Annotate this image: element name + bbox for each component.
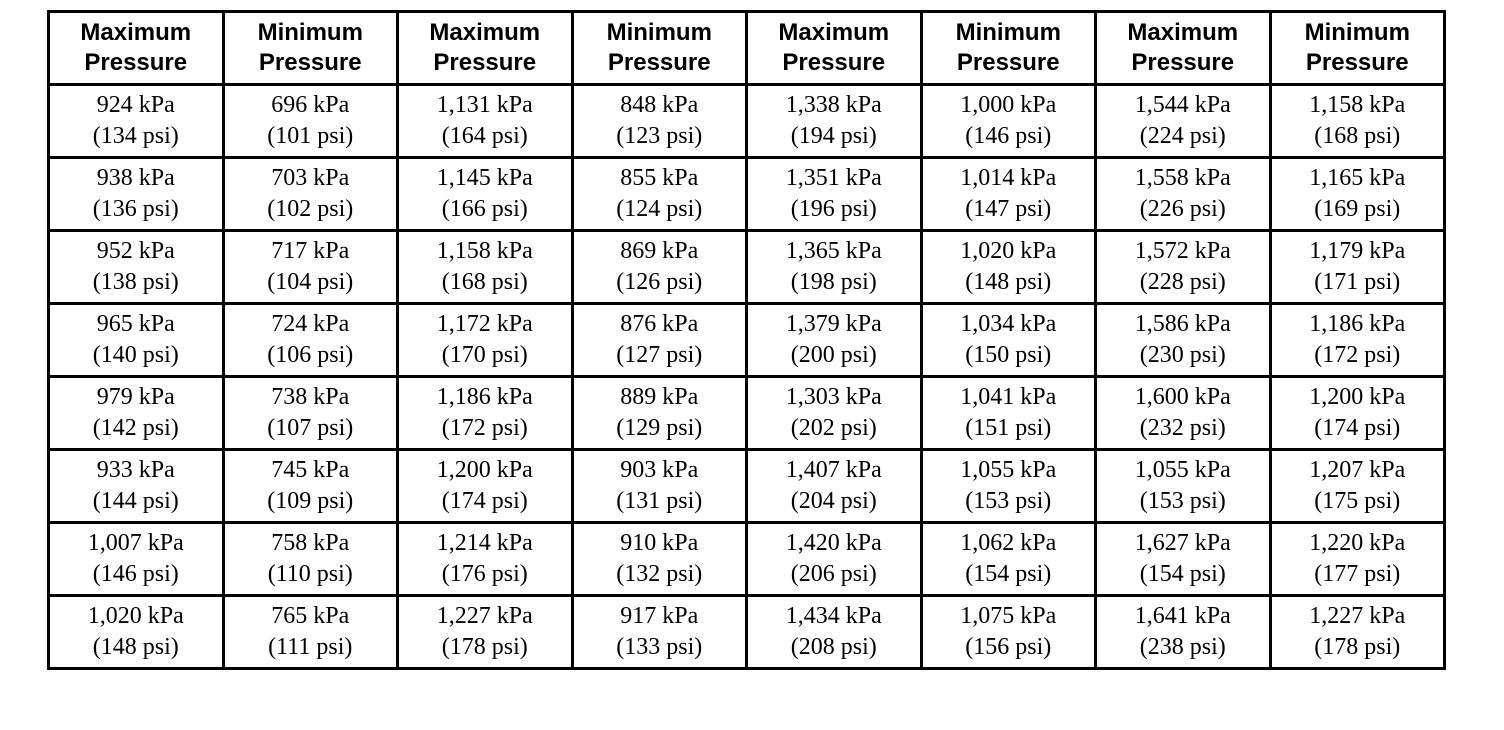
table-row: 979 kPa (142 psi) 738 kPa (107 psi) 1,186 … xyxy=(47,375,1446,451)
pressure-cell: 855 kPa (124 psi) xyxy=(570,156,748,232)
pressure-cell: 1,338 kPa (194 psi) xyxy=(745,83,923,159)
pressure-cell: 765 kPa (111 psi) xyxy=(221,594,399,670)
pressure-cell: 979 kPa (142 psi) xyxy=(47,375,225,451)
pressure-cell: 1,227 kPa (178 psi) xyxy=(396,594,574,670)
table-row: 952 kPa (138 psi) 717 kPa (104 psi) 1,158 … xyxy=(47,229,1446,305)
table-row: 1,007 kPa (146 psi) 758 kPa (110 psi) 1,21… xyxy=(47,521,1446,597)
pressure-cell: 1,055 kPa (153 psi) xyxy=(1094,448,1272,524)
column-header-max-pressure-2: Maximum Pressure xyxy=(396,10,574,86)
table-row: 933 kPa (144 psi) 745 kPa (109 psi) 1,200 … xyxy=(47,448,1446,524)
column-header-min-pressure-3: Minimum Pressure xyxy=(919,10,1097,86)
table-row: 924 kPa (134 psi) 696 kPa (101 psi) 1,131 … xyxy=(47,83,1446,159)
pressure-cell: 1,062 kPa (154 psi) xyxy=(919,521,1097,597)
pressure-cell: 889 kPa (129 psi) xyxy=(570,375,748,451)
table-row: 1,020 kPa (148 psi) 765 kPa (111 psi) 1,22… xyxy=(47,594,1446,670)
pressure-cell: 1,586 kPa (230 psi) xyxy=(1094,302,1272,378)
pressure-cell: 1,351 kPa (196 psi) xyxy=(745,156,923,232)
column-header-min-pressure-2: Minimum Pressure xyxy=(570,10,748,86)
pressure-cell: 758 kPa (110 psi) xyxy=(221,521,399,597)
pressure-cell: 717 kPa (104 psi) xyxy=(221,229,399,305)
pressure-cell: 952 kPa (138 psi) xyxy=(47,229,225,305)
pressure-cell: 1,544 kPa (224 psi) xyxy=(1094,83,1272,159)
pressure-cell: 1,365 kPa (198 psi) xyxy=(745,229,923,305)
pressure-cell: 1,165 kPa (169 psi) xyxy=(1268,156,1446,232)
pressure-cell: 1,303 kPa (202 psi) xyxy=(745,375,923,451)
column-header-max-pressure-3: Maximum Pressure xyxy=(745,10,923,86)
pressure-cell: 1,055 kPa (153 psi) xyxy=(919,448,1097,524)
pressure-cell: 1,227 kPa (178 psi) xyxy=(1268,594,1446,670)
pressure-cell: 1,075 kPa (156 psi) xyxy=(919,594,1097,670)
pressure-cell: 965 kPa (140 psi) xyxy=(47,302,225,378)
pressure-cell: 938 kPa (136 psi) xyxy=(47,156,225,232)
pressure-cell: 696 kPa (101 psi) xyxy=(221,83,399,159)
pressure-cell: 1,207 kPa (175 psi) xyxy=(1268,448,1446,524)
pressure-cell: 1,007 kPa (146 psi) xyxy=(47,521,225,597)
column-header-max-pressure-1: Maximum Pressure xyxy=(47,10,225,86)
pressure-cell: 1,158 kPa (168 psi) xyxy=(396,229,574,305)
pressure-cell: 1,000 kPa (146 psi) xyxy=(919,83,1097,159)
pressure-cell: 1,407 kPa (204 psi) xyxy=(745,448,923,524)
pressure-cell: 1,020 kPa (148 psi) xyxy=(919,229,1097,305)
pressure-table-header: Maximum Pressure Minimum Pressure Maximum P… xyxy=(47,10,1446,86)
pressure-cell: 876 kPa (127 psi) xyxy=(570,302,748,378)
pressure-cell: 1,214 kPa (176 psi) xyxy=(396,521,574,597)
pressure-cell: 1,627 kPa (154 psi) xyxy=(1094,521,1272,597)
column-header-min-pressure-1: Minimum Pressure xyxy=(221,10,399,86)
pressure-cell: 1,186 kPa (172 psi) xyxy=(1268,302,1446,378)
pressure-cell: 738 kPa (107 psi) xyxy=(221,375,399,451)
pressure-cell: 1,200 kPa (174 psi) xyxy=(1268,375,1446,451)
header-row: Maximum Pressure Minimum Pressure Maximum P… xyxy=(47,10,1446,86)
pressure-table-body: 924 kPa (134 psi) 696 kPa (101 psi) 1,131 … xyxy=(47,83,1446,670)
pressure-cell: 1,379 kPa (200 psi) xyxy=(745,302,923,378)
pressure-cell: 1,020 kPa (148 psi) xyxy=(47,594,225,670)
pressure-cell: 745 kPa (109 psi) xyxy=(221,448,399,524)
pressure-cell: 917 kPa (133 psi) xyxy=(570,594,748,670)
pressure-cell: 1,179 kPa (171 psi) xyxy=(1268,229,1446,305)
pressure-cell: 1,220 kPa (177 psi) xyxy=(1268,521,1446,597)
pressure-cell: 869 kPa (126 psi) xyxy=(570,229,748,305)
pressure-cell: 910 kPa (132 psi) xyxy=(570,521,748,597)
pressure-cell: 1,572 kPa (228 psi) xyxy=(1094,229,1272,305)
pressure-cell: 1,434 kPa (208 psi) xyxy=(745,594,923,670)
pressure-cell: 1,131 kPa (164 psi) xyxy=(396,83,574,159)
table-row: 965 kPa (140 psi) 724 kPa (106 psi) 1,172 … xyxy=(47,302,1446,378)
pressure-cell: 1,145 kPa (166 psi) xyxy=(396,156,574,232)
pressure-cell: 1,172 kPa (170 psi) xyxy=(396,302,574,378)
pressure-cell: 924 kPa (134 psi) xyxy=(47,83,225,159)
pressure-cell: 1,014 kPa (147 psi) xyxy=(919,156,1097,232)
pressure-cell: 1,186 kPa (172 psi) xyxy=(396,375,574,451)
pressure-cell: 1,420 kPa (206 psi) xyxy=(745,521,923,597)
pressure-cell: 1,158 kPa (168 psi) xyxy=(1268,83,1446,159)
pressure-table: Maximum Pressure Minimum Pressure Maximum P… xyxy=(47,10,1446,670)
pressure-cell: 1,200 kPa (174 psi) xyxy=(396,448,574,524)
pressure-cell: 1,041 kPa (151 psi) xyxy=(919,375,1097,451)
pressure-cell: 703 kPa (102 psi) xyxy=(221,156,399,232)
pressure-cell: 1,641 kPa (238 psi) xyxy=(1094,594,1272,670)
pressure-cell: 848 kPa (123 psi) xyxy=(570,83,748,159)
pressure-cell: 724 kPa (106 psi) xyxy=(221,302,399,378)
pressure-cell: 1,558 kPa (226 psi) xyxy=(1094,156,1272,232)
table-row: 938 kPa (136 psi) 703 kPa (102 psi) 1,145 … xyxy=(47,156,1446,232)
column-header-min-pressure-4: Minimum Pressure xyxy=(1268,10,1446,86)
pressure-cell: 933 kPa (144 psi) xyxy=(47,448,225,524)
pressure-cell: 1,034 kPa (150 psi) xyxy=(919,302,1097,378)
pressure-cell: 903 kPa (131 psi) xyxy=(570,448,748,524)
column-header-max-pressure-4: Maximum Pressure xyxy=(1094,10,1272,86)
pressure-cell: 1,600 kPa (232 psi) xyxy=(1094,375,1272,451)
